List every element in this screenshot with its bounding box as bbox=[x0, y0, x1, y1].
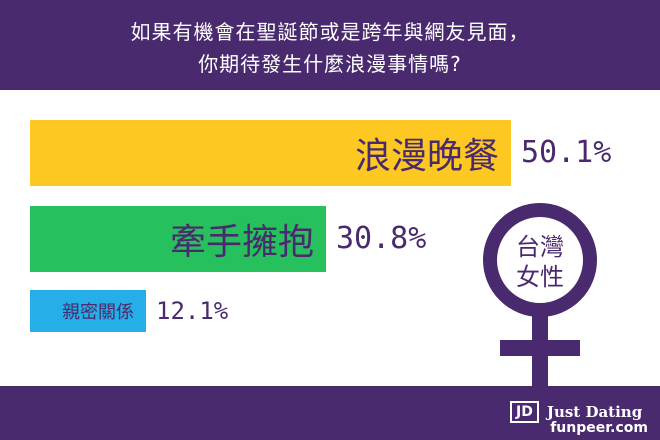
bar-3: 親密關係 bbox=[30, 290, 146, 332]
footer-bar bbox=[0, 386, 660, 440]
symbol-label-line-1: 台灣 bbox=[516, 233, 564, 261]
bar-value-label: 12.1% bbox=[156, 296, 229, 325]
brand-name: Just Dating bbox=[546, 403, 643, 421]
header-banner: 如果有機會在聖誕節或是跨年與網友見面， 你期待發生什麼浪漫事情嗎? bbox=[0, 0, 660, 90]
jd-logo-mark: JD bbox=[510, 401, 539, 423]
symbol-label-line-2: 女性 bbox=[516, 263, 564, 291]
bar-category-label: 親密關係 bbox=[62, 302, 134, 323]
bar-1: 浪漫晚餐 bbox=[30, 120, 511, 186]
watermark: funpeer.com bbox=[550, 420, 648, 436]
bar-value-label: 50.1% bbox=[521, 135, 612, 170]
bar-value-label: 30.8% bbox=[336, 221, 427, 256]
question-line-2: 你期待發生什麼浪漫事情嗎? bbox=[198, 52, 462, 76]
bar-category-label: 浪漫晚餐 bbox=[354, 136, 499, 177]
question-line-1: 如果有機會在聖誕節或是跨年與網友見面， bbox=[130, 20, 530, 44]
bar-2: 牽手擁抱 bbox=[30, 206, 326, 272]
brand-logo: JD Just Dating bbox=[510, 401, 642, 423]
bar-category-label: 牽手擁抱 bbox=[169, 222, 314, 263]
